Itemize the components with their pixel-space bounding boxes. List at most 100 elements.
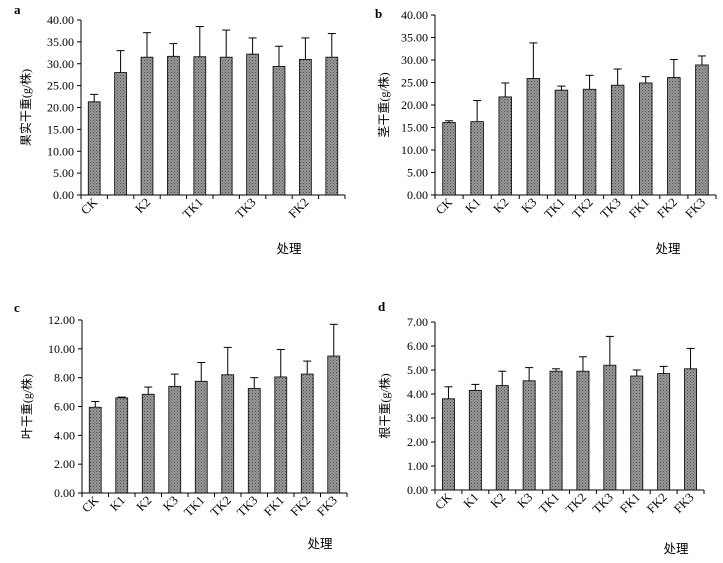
x-category-label: TK2 — [208, 493, 234, 519]
x-category-label: FK1 — [617, 490, 643, 516]
y-tick-label: 30.00 — [47, 57, 74, 71]
x-category-label: K1 — [461, 490, 482, 511]
chart-panel-a: a 0.00 5.00 10.00 15.00 20.00 25.00 30.00 35.00 4… — [14, 2, 346, 256]
bar-TK3 — [247, 388, 261, 494]
y-tick-label: 2.00 — [407, 435, 428, 449]
x-axis-title: 处理 — [276, 242, 302, 256]
y-tick-label: 0.00 — [407, 188, 428, 202]
x-category-label: TK1 — [181, 493, 207, 519]
bar-K2 — [140, 56, 154, 196]
x-category-label: FK3 — [314, 493, 340, 519]
y-tick-label: 6.00 — [407, 339, 428, 353]
x-category-label: TK3 — [234, 493, 260, 519]
y-tick-label: 10.00 — [48, 342, 75, 356]
y-tick-label: 2.00 — [54, 457, 75, 471]
bar-FK3 — [325, 56, 339, 196]
y-tick-label: 15.00 — [47, 122, 74, 136]
y-axis-title: 叶干重(g/株) — [19, 374, 34, 439]
x-axis-title: 处理 — [307, 537, 333, 551]
panel-letter: b — [375, 6, 382, 21]
x-category-label: CK — [433, 195, 455, 217]
x-category-label: K1 — [463, 195, 484, 216]
bar-TK2 — [221, 374, 235, 494]
y-tick-label: 40.00 — [47, 13, 74, 27]
bar-TK1 — [194, 380, 208, 494]
y-tick-label: 35.00 — [47, 35, 74, 49]
x-category-label: K3 — [160, 493, 181, 514]
y-tick-label: 20.00 — [401, 98, 428, 112]
y-tick-label: 40.00 — [401, 8, 428, 22]
y-tick-label: 10.00 — [401, 143, 428, 157]
x-category-label: FK2 — [286, 195, 312, 221]
bar-TK1 — [549, 370, 563, 491]
x-category-label: TK3 — [590, 490, 616, 516]
x-category-label: TK1 — [541, 195, 567, 221]
x-category-label: FK1 — [626, 195, 652, 221]
x-category-label: TK1 — [536, 490, 562, 516]
bar-FK1 — [272, 65, 286, 196]
chart-panel-d: d 0.00 1.00 2.00 3.00 4.00 5.00 6.00 7.00 CK K1 K2 K… — [377, 299, 705, 556]
bar-K1 — [114, 72, 127, 196]
x-category-label: FK2 — [644, 490, 670, 516]
y-tick-label: 5.00 — [53, 166, 74, 180]
y-axis-title: 果实干重(g/株) — [18, 69, 33, 146]
chart-panel-b: b 0.00 5.00 10.00 15.00 20.00 25.00 30.00 35.00 4… — [375, 6, 717, 256]
y-tick-label: 7.00 — [407, 315, 428, 329]
panel-letter: d — [378, 299, 386, 314]
x-axis-title: 处理 — [663, 542, 689, 556]
bar-TK2 — [576, 370, 590, 491]
bar-K3 — [167, 55, 180, 196]
panel-letter: a — [14, 2, 21, 17]
y-tick-label: 30.00 — [401, 53, 428, 67]
x-axis-title: 处理 — [655, 242, 681, 256]
bar-K1 — [115, 397, 129, 494]
bar-TK1 — [193, 56, 207, 196]
bar-K3 — [522, 380, 536, 491]
y-tick-label: 5.00 — [407, 166, 428, 180]
bar-K3 — [526, 78, 541, 196]
chart-panels: a 0.00 5.00 10.00 15.00 20.00 25.00 30.00 35.00 4… — [14, 2, 717, 556]
bar-K2 — [498, 96, 512, 196]
bar-K2 — [141, 393, 155, 494]
y-axis-title: 根干重(g/株) — [377, 373, 392, 438]
bar-FK2 — [299, 58, 312, 196]
bar-TK3 — [610, 84, 625, 196]
y-tick-label: 20.00 — [47, 101, 74, 115]
y-tick-label: 6.00 — [54, 400, 75, 414]
x-category-label: TK2 — [563, 490, 589, 516]
bar-FK2 — [300, 373, 314, 494]
x-category-label: K1 — [107, 493, 128, 514]
x-category-label: TK3 — [598, 195, 624, 221]
bar-TK3 — [246, 53, 259, 196]
y-tick-label: 3.00 — [407, 411, 428, 425]
bar-FK2 — [657, 373, 671, 491]
x-category-label: TK3 — [233, 195, 259, 221]
y-tick-label: 25.00 — [401, 76, 428, 90]
bar-TK2 — [219, 56, 233, 196]
y-tick-label: 0.00 — [54, 486, 75, 500]
bar-CK — [87, 101, 101, 196]
x-category-label: CK — [432, 490, 454, 512]
bar-FK3 — [684, 368, 698, 491]
bar-K1 — [470, 121, 484, 196]
x-category-label: FK3 — [682, 195, 708, 221]
y-tick-label: 4.00 — [407, 387, 428, 401]
bar-FK3 — [327, 355, 341, 494]
bar-TK3 — [603, 364, 617, 491]
y-tick-label: 15.00 — [401, 121, 428, 135]
bar-TK1 — [554, 89, 569, 196]
x-category-label: FK3 — [671, 490, 697, 516]
x-category-label: FK1 — [261, 493, 287, 519]
x-category-label: TK1 — [180, 195, 206, 221]
x-category-label: FK2 — [288, 493, 314, 519]
bar-FK1 — [639, 82, 653, 196]
bar-CK — [441, 398, 455, 491]
bar-K2 — [495, 385, 509, 491]
y-axis-title: 茎干重(g/株) — [376, 72, 391, 137]
bar-CK — [88, 406, 102, 494]
bar-TK2 — [582, 88, 597, 196]
x-category-label: K2 — [488, 490, 509, 511]
x-category-label: K2 — [132, 195, 153, 216]
bar-K3 — [168, 385, 182, 494]
